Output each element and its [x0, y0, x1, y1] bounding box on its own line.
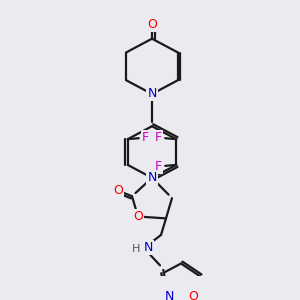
Text: H: H [132, 244, 140, 254]
Text: N: N [147, 88, 157, 100]
Text: O: O [113, 184, 123, 197]
Text: O: O [133, 210, 143, 223]
Text: N: N [147, 171, 157, 184]
Text: F: F [155, 131, 162, 144]
Text: N: N [143, 242, 153, 254]
Text: F: F [155, 160, 162, 173]
Text: F: F [142, 131, 149, 144]
Text: O: O [147, 18, 157, 32]
Text: N: N [165, 290, 174, 300]
Text: O: O [188, 290, 198, 300]
